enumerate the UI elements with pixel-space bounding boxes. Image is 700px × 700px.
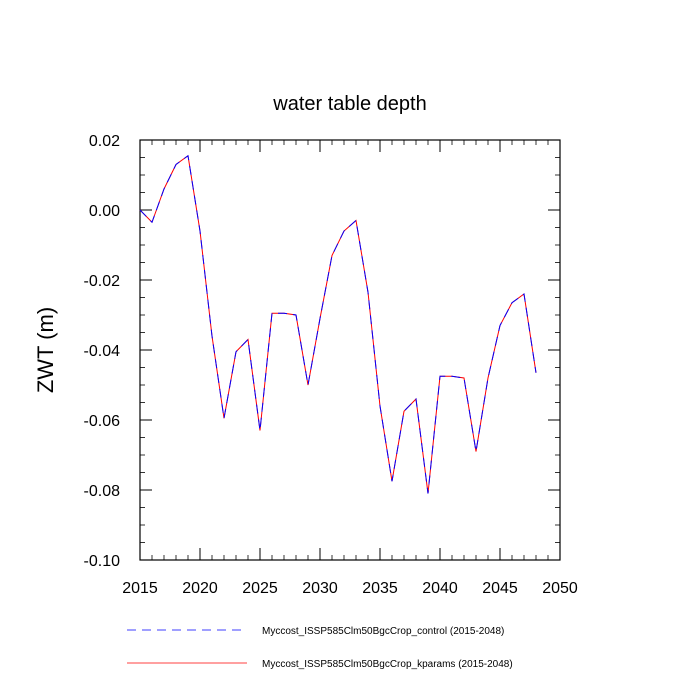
y-tick-label: -0.10 — [84, 553, 121, 570]
legend-label: Myccost_ISSP585Clm50BgcCrop_kparams (201… — [262, 659, 513, 670]
x-tick-label: 2030 — [302, 580, 338, 597]
y-tick-label: -0.02 — [84, 273, 121, 290]
x-tick-label: 2015 — [122, 580, 158, 597]
x-tick-label: 2020 — [182, 580, 218, 597]
legend: Myccost_ISSP585Clm50BgcCrop_control (201… — [127, 626, 513, 670]
x-tick-label: 2025 — [242, 580, 278, 597]
y-tick-label: 0.00 — [89, 203, 120, 220]
series-line-1 — [139, 154, 537, 494]
legend-label: Myccost_ISSP585Clm50BgcCrop_control (201… — [262, 626, 504, 637]
series-line-2 — [139, 154, 537, 494]
axis-ticks — [139, 139, 561, 561]
x-tick-label: 2050 — [542, 580, 578, 597]
x-tick-label: 2035 — [362, 580, 398, 597]
x-tick-labels: 2015 2020 2025 2030 2035 2040 2045 2050 — [122, 580, 578, 597]
y-tick-labels: 0.02 0.00 -0.02 -0.04 -0.06 -0.08 -0.10 — [84, 133, 121, 570]
y-tick-label: -0.04 — [84, 343, 121, 360]
x-tick-label: 2040 — [422, 580, 458, 597]
chart-title: water table depth — [272, 93, 426, 115]
x-tick-label: 2045 — [482, 580, 518, 597]
y-axis-label: ZWT (m) — [33, 307, 58, 393]
y-tick-label: -0.08 — [84, 483, 121, 500]
y-tick-label: -0.06 — [84, 413, 121, 430]
plot-frame — [139, 139, 561, 561]
y-tick-label: 0.02 — [89, 133, 120, 150]
series-lines — [139, 154, 537, 494]
